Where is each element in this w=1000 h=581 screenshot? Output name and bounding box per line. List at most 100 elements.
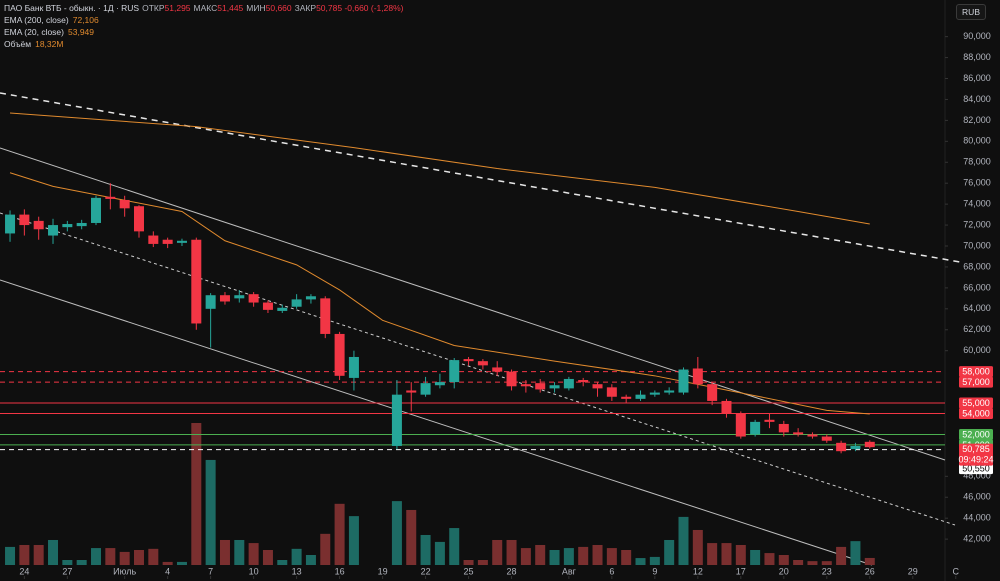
y-tick-label: 78,000 (963, 157, 991, 167)
candle-body (305, 296, 316, 300)
trend-line (0, 147, 946, 461)
level-label-box (959, 366, 993, 378)
candle-body (463, 359, 474, 362)
volume-bar (535, 544, 546, 565)
volume-legend: Объём 18,32M (4, 38, 404, 50)
candle-body (320, 298, 331, 334)
candle-body (148, 235, 159, 244)
candle-body (62, 224, 73, 228)
level-label-box (959, 428, 993, 440)
volume-bar (62, 559, 73, 565)
volume-bar (334, 503, 345, 565)
candle-body (578, 380, 589, 383)
candle-body (33, 220, 44, 230)
volume-bar (191, 423, 202, 565)
volume-name: Объём (4, 39, 32, 49)
volume-bar (664, 539, 675, 565)
ema-name: EMA (200, close) (4, 15, 69, 25)
volume-bar (248, 543, 259, 565)
y-tick-label: 62,000 (963, 324, 991, 334)
level-label: 52,000 (962, 429, 990, 439)
x-tick-label: 20 (779, 566, 789, 576)
field-label: ЗАКР (294, 3, 317, 13)
candle-body (205, 295, 216, 309)
price-tag-box (959, 443, 993, 466)
candle-body (750, 421, 761, 435)
volume-bar (148, 548, 159, 565)
volume-bar (176, 561, 187, 565)
candle-body (807, 434, 818, 437)
y-tick-label: 46,000 (963, 492, 991, 502)
volume-bar (19, 544, 30, 565)
candle-body (162, 239, 173, 244)
volume-bar (592, 544, 603, 565)
y-tick-label: 42,000 (963, 534, 991, 544)
volume-value: 18,32M (35, 39, 64, 49)
candle-body (549, 385, 560, 389)
candle-body (91, 197, 102, 223)
level-label: 57,000 (962, 377, 990, 387)
volume-bar (649, 556, 660, 565)
drawings (0, 92, 961, 566)
volume-bar (764, 553, 775, 565)
currency-button[interactable]: RUB (956, 4, 986, 20)
x-tick-label: Июль (113, 566, 136, 576)
candle-body (664, 390, 675, 393)
candle-body (291, 299, 302, 307)
candle-body (76, 222, 87, 227)
y-tick-label: 48,000 (963, 471, 991, 481)
volume-bar (864, 557, 875, 565)
field-value: 51,295 (164, 3, 191, 13)
volume-bar (76, 559, 87, 565)
field-value: 51,445 (217, 3, 244, 13)
volume-bar (578, 546, 589, 565)
candle-body (434, 382, 445, 386)
ema-line (9, 112, 870, 225)
y-tick-label: 74,000 (963, 199, 991, 209)
y-tick-label: 76,000 (963, 178, 991, 188)
volume-bar (348, 516, 359, 565)
candle-body (793, 432, 804, 435)
volume-bar (692, 529, 703, 565)
y-tick-label: 64,000 (963, 303, 991, 313)
candle-body (234, 295, 245, 299)
y-tick-label: 90,000 (963, 31, 991, 41)
volume-bar (420, 534, 431, 565)
volume-bar (850, 541, 861, 565)
y-tick-label: 80,000 (963, 136, 991, 146)
legend: ПАО Банк ВТБ - обыкн. · 1Д · RUS ОТКР51,2… (4, 2, 404, 50)
volume-bar (549, 549, 560, 565)
level-label-box (959, 463, 993, 475)
x-tick-label: С (952, 566, 959, 576)
volume-bar (778, 554, 789, 565)
change: -0,660 (-1,28%) (344, 3, 404, 13)
field-label: МАКС (193, 3, 218, 13)
candle-body (133, 206, 144, 232)
field-label: МИН (246, 3, 266, 13)
candle-body (649, 392, 660, 395)
candle-body (764, 419, 775, 422)
volume-bar (463, 559, 474, 565)
y-tick-label: 70,000 (963, 240, 991, 250)
candle-body (48, 225, 59, 236)
volume-bar (205, 459, 216, 565)
volume-bar (707, 543, 718, 565)
candle-body (621, 396, 632, 399)
volume-bar (635, 558, 646, 565)
candle-body (520, 384, 531, 387)
volume-bar (162, 561, 173, 565)
candle-body (778, 423, 789, 433)
volume-bar (793, 559, 804, 565)
volume-bar (836, 546, 847, 565)
x-tick-label: 12 (693, 566, 703, 576)
volume-bar (434, 541, 445, 565)
candle-body (535, 383, 546, 390)
level-label-box (959, 376, 993, 388)
volume-bar (520, 548, 531, 565)
level-label: 58,000 (962, 367, 990, 377)
candle-body (506, 371, 517, 387)
candle-body (262, 302, 273, 310)
candle-body (348, 356, 359, 378)
